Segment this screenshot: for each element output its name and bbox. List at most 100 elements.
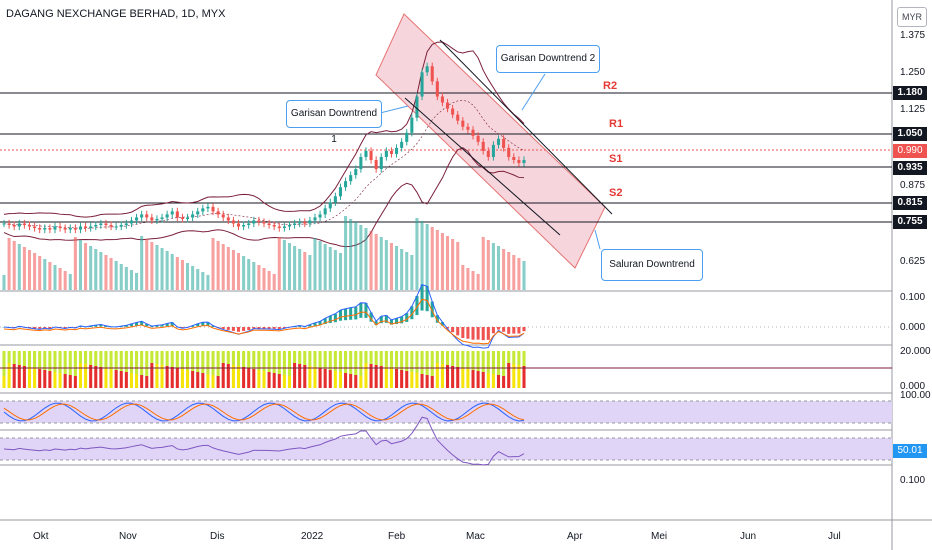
volume-bar — [221, 244, 225, 290]
candle-body — [211, 206, 215, 212]
candle-body — [17, 223, 21, 227]
macd-histogram-bar — [242, 327, 246, 331]
candle-body — [73, 228, 77, 230]
volume-bar — [170, 254, 174, 290]
vosc-bar-top — [318, 351, 322, 368]
candle-body — [180, 217, 184, 219]
macd-histogram-bar — [89, 325, 93, 328]
vosc-bar-top — [354, 351, 358, 375]
vosc-bar-top — [99, 351, 103, 367]
candle-body — [308, 220, 312, 224]
downtrend-line-1 — [404, 97, 561, 236]
vosc-bar-bottom — [293, 363, 297, 388]
vosc-bar-top — [415, 351, 419, 373]
macd-histogram-bar — [247, 327, 251, 331]
vosc-bar-bottom — [104, 368, 108, 388]
candle-body — [486, 150, 490, 157]
callout-downtrend-2[interactable]: Garisan Downtrend 2 — [496, 45, 600, 73]
vosc-bar-bottom — [221, 363, 225, 388]
macd-histogram-bar — [308, 324, 312, 327]
vosc-bar-top — [48, 351, 52, 371]
macd-histogram-bar — [344, 308, 348, 321]
callout-downtrend-1[interactable]: Garisan Downtrend 1 — [286, 100, 382, 145]
vosc-bar-bottom — [318, 368, 322, 388]
candle-body — [216, 211, 220, 215]
price-tick: 0.625 — [900, 256, 926, 267]
vosc-bar-top — [410, 351, 414, 372]
candle-body — [405, 132, 409, 142]
volume-bar — [206, 275, 210, 290]
volume-bar — [63, 271, 67, 290]
macd-histogram-bar — [415, 295, 419, 316]
volume-bar — [12, 241, 16, 290]
vosc-bar-top — [38, 351, 42, 369]
vosc-bar-top — [287, 351, 292, 376]
candle-body — [58, 226, 62, 229]
candle-body — [135, 217, 139, 221]
macd-histogram-bar — [374, 321, 378, 326]
candle-body — [38, 228, 42, 230]
vosc-bar-bottom — [415, 373, 419, 388]
volume-bar — [231, 250, 235, 290]
volume-bar — [277, 237, 281, 290]
macd-histogram-bar — [104, 325, 108, 327]
vosc-bar-top — [456, 351, 460, 367]
vosc-bar-top — [73, 351, 77, 376]
vosc-bar-bottom — [22, 366, 26, 388]
vosc-bar-top — [33, 351, 37, 368]
vosc-bar-top — [262, 351, 266, 371]
volume-bar — [155, 245, 159, 290]
r1-label: R1 — [609, 118, 624, 130]
candle-body — [349, 175, 353, 182]
candle-body — [293, 223, 297, 225]
vosc-bar-top — [277, 351, 281, 374]
macd-histogram-bar — [135, 322, 139, 326]
macd-histogram-bar — [440, 322, 444, 326]
candle-body — [53, 226, 57, 230]
volume-bar — [247, 259, 251, 290]
vosc-bar-top — [384, 351, 388, 367]
vosc-bar-top — [364, 351, 368, 363]
macd-histogram-bar — [282, 327, 286, 329]
vosc-bar-bottom — [206, 374, 210, 388]
vosc-bar-top — [43, 351, 47, 370]
vosc-bar-bottom — [400, 370, 404, 388]
s1-price-tag: 0.935 — [893, 161, 927, 175]
volume-bars — [2, 216, 526, 290]
vosc-tick: 0.000 — [900, 381, 926, 392]
stoch-k-line — [3, 402, 525, 422]
volume-bar — [430, 227, 434, 290]
vosc-bar-bottom — [476, 371, 480, 388]
callout-channel[interactable]: Saluran Downtrend — [601, 249, 703, 281]
macd-histogram-bar — [456, 327, 460, 336]
macd-histogram-bar — [267, 327, 271, 329]
candle-body — [389, 150, 393, 154]
vosc-bar-bottom — [456, 367, 460, 388]
vosc-bar-bottom — [216, 376, 220, 388]
macd-histogram-bar — [262, 327, 266, 329]
vosc-bar-bottom — [160, 365, 164, 388]
candle-body — [410, 117, 414, 133]
candle-body — [333, 196, 337, 203]
price-tick: 1.375 — [900, 30, 926, 41]
candlesticks — [2, 62, 526, 234]
candle-body — [7, 223, 11, 225]
volume-bar — [476, 274, 480, 290]
volume-bar — [456, 242, 460, 290]
vosc-bar-bottom — [374, 365, 378, 388]
candle-body — [84, 226, 88, 229]
candle-body — [359, 156, 363, 170]
volume-bar — [216, 241, 220, 290]
macd-histogram-bar — [405, 313, 409, 322]
candle-body — [512, 156, 516, 160]
vosc-bar-top — [63, 351, 67, 374]
vosc-bar-top — [338, 351, 342, 372]
currency-button[interactable]: MYR — [897, 7, 927, 27]
vosc-bar-bottom — [196, 372, 200, 388]
candle-body — [221, 214, 225, 218]
volume-bar — [344, 216, 348, 290]
vosc-bar-bottom — [461, 368, 465, 388]
candle-body — [145, 214, 149, 218]
candle-body — [466, 126, 470, 130]
vosc-bar-top — [160, 351, 164, 365]
